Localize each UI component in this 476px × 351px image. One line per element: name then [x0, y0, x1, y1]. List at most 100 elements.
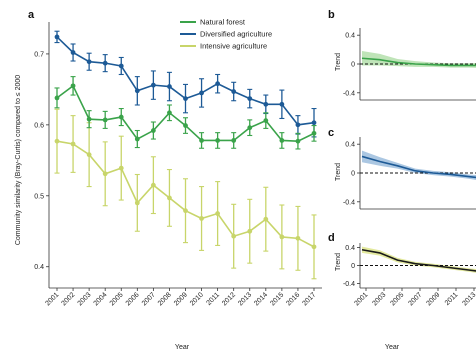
- panel-c-letter: c: [328, 127, 334, 139]
- panel-a-xtick-label: 2003: [77, 291, 93, 307]
- diversified-agriculture-point: [279, 101, 285, 107]
- natural-forest-point: [167, 110, 172, 116]
- panel-d-ylabel: Trend: [335, 253, 342, 271]
- natural-forest-point: [86, 116, 92, 122]
- panel-a-xtick-label: 2012: [221, 291, 237, 307]
- legend-label-intensive-agriculture: Intensive agriculture: [200, 42, 267, 51]
- natural-forest-point: [102, 117, 108, 123]
- intensive-agriculture-point: [118, 165, 124, 171]
- panel-d-ytick-label: 0: [351, 263, 355, 270]
- panel-c-ytick-label: 0: [351, 171, 355, 178]
- panel-c-ytick-label: 0.4: [345, 142, 355, 149]
- diversified-agriculture-point: [167, 84, 172, 89]
- panel-c-trend-line: [361, 155, 476, 179]
- natural-forest-point: [150, 128, 156, 133]
- panel-a-letter: a: [28, 9, 35, 21]
- panel-d: d Trend Year 0.4 0 -0.4 2001 2003 2005 2007 200…: [328, 232, 476, 351]
- panel-d-ytick-label: 0.4: [345, 245, 355, 252]
- natural-forest-point: [118, 114, 124, 120]
- intensive-agriculture-point: [215, 211, 221, 216]
- natural-forest-point: [183, 123, 188, 128]
- intensive-agriculture-point: [102, 171, 108, 177]
- diversified-agriculture-point: [70, 50, 76, 55]
- panel-a-xtick-label: 2015: [269, 291, 285, 307]
- diversified-agriculture-point: [86, 59, 92, 65]
- intensive-agriculture-point: [70, 141, 76, 147]
- panel-d-xtick-label: 2011: [444, 291, 460, 307]
- panel-a-ytick-label: 0.7: [34, 51, 44, 58]
- panel-d-xtick-label: 2007: [407, 291, 423, 307]
- panel-d-xtick-label: 2009: [425, 291, 441, 307]
- panel-b-ylabel: Trend: [335, 53, 342, 71]
- panel-a-ytick-label: 0.5: [34, 193, 44, 200]
- intensive-agriculture-point: [183, 208, 188, 214]
- intensive-agriculture-point: [199, 216, 204, 221]
- natural-forest-point: [247, 125, 253, 131]
- diversified-agriculture-point: [263, 101, 269, 107]
- panel-c-ytick-label: -0.4: [343, 199, 355, 206]
- diversified-agriculture-point: [247, 96, 253, 102]
- legend-label-diversified-agriculture: Diversified agriculture: [200, 30, 272, 39]
- panel-a-xtick-label: 2011: [205, 291, 221, 307]
- intensive-agriculture-point: [279, 234, 285, 240]
- panel-d-trend-line: [361, 248, 476, 272]
- panel-a-xtick-label: 2009: [173, 291, 189, 307]
- panel-a-xtick-label: 2014: [253, 291, 269, 307]
- diversified-agriculture-point: [311, 120, 317, 126]
- natural-forest-point: [295, 138, 301, 144]
- natural-forest-point: [70, 83, 76, 89]
- panel-a-xtick-label: 2002: [61, 291, 77, 307]
- intensive-agriculture-point: [134, 200, 140, 206]
- panel-a-xtick-label: 2008: [157, 291, 173, 307]
- intensive-agriculture-point: [295, 235, 301, 241]
- diversified-agriculture-point: [150, 82, 156, 88]
- diversified-agriculture-point: [199, 90, 204, 96]
- panel-a-xtick-label: 2005: [109, 291, 125, 307]
- panel-a-xtick-label: 2001: [44, 291, 60, 307]
- natural-forest-point: [134, 136, 140, 142]
- panel-b-trend-line: [361, 57, 476, 67]
- diversified-agriculture-point: [118, 63, 124, 69]
- panel-a-xlabel: Year: [175, 344, 190, 351]
- series-diversified-agriculture: [54, 30, 317, 138]
- panel-a-ytick-label: 0.4: [34, 264, 44, 271]
- intensive-agriculture-point: [311, 244, 317, 250]
- panel-d-xtick-label: 2003: [371, 291, 387, 307]
- panel-c: c Trend 0.4 0 -0.4: [328, 127, 476, 210]
- panel-d-letter: d: [328, 232, 335, 244]
- series-natural-forest: [54, 76, 317, 150]
- natural-forest-point: [311, 130, 317, 136]
- panel-b-ytick-label: 0: [351, 62, 355, 69]
- panel-b: b Trend 0.4 0 -0.4: [328, 9, 476, 101]
- natural-forest-point: [231, 138, 237, 143]
- panel-a-xtick-label: 2017: [301, 291, 317, 307]
- panel-d-xtick-label: 2013: [461, 291, 476, 307]
- panel-b-ytick-label: 0.4: [345, 33, 355, 40]
- panel-d-xtick-label: 2005: [389, 291, 405, 307]
- panel-d-ytick-label: -0.4: [343, 281, 355, 288]
- intensive-agriculture-point: [247, 228, 253, 234]
- series-intensive-agriculture: [54, 108, 317, 280]
- panel-a-ytick-label: 0.6: [34, 122, 44, 129]
- panel-a-xtick-label: 2010: [189, 291, 205, 307]
- panel-d-xlabel: Year: [385, 344, 400, 351]
- diversified-agriculture-point: [134, 88, 140, 94]
- natural-forest-point: [263, 118, 269, 123]
- intensive-agriculture-point: [150, 182, 156, 188]
- intensive-agriculture-point: [167, 195, 172, 201]
- diversified-agriculture-point: [215, 81, 221, 87]
- intensive-agriculture-point: [54, 138, 60, 144]
- intensive-agriculture-point: [263, 216, 269, 222]
- natural-forest-point: [54, 95, 60, 101]
- intensive-agriculture-point: [231, 233, 237, 239]
- panel-a-xtick-label: 2007: [141, 291, 157, 307]
- panel-a-xtick-label: 2013: [237, 291, 253, 307]
- panel-d-xtick-label: 2001: [353, 291, 369, 307]
- natural-forest-point: [199, 138, 204, 143]
- panel-d-confidence-band: [362, 246, 476, 273]
- panel-a-ylabel: Community similarity (Bray-Curtis) compa…: [15, 75, 22, 245]
- panel-c-ylabel: Trend: [335, 163, 342, 181]
- intensive-agriculture-point: [86, 152, 92, 158]
- diversified-agriculture-point: [295, 122, 301, 128]
- panel-b-letter: b: [328, 9, 335, 21]
